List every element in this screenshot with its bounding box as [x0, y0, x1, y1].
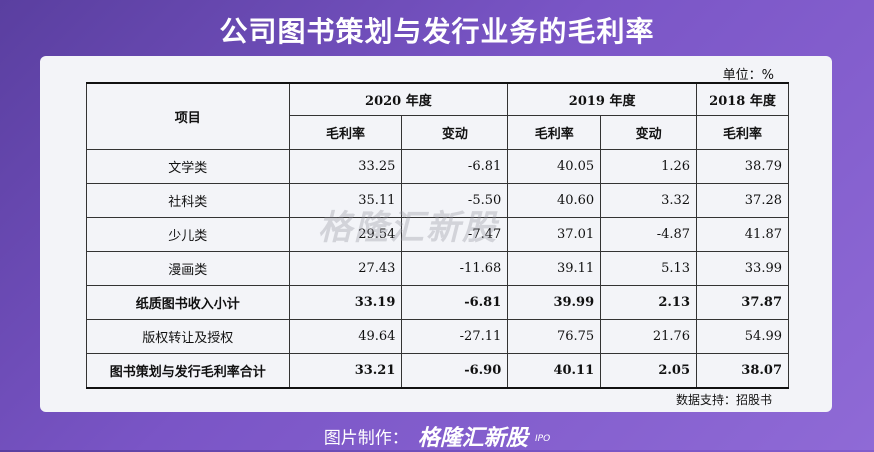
unit-label: 单位：% — [722, 68, 774, 83]
cell-margin-2019: 39.99 — [507, 285, 602, 320]
cell-change-2020: -27.11 — [401, 319, 509, 354]
header-item: 项目 — [86, 82, 290, 150]
cell-margin-2020: 49.64 — [288, 319, 403, 354]
cell-change-2020: -6.81 — [401, 285, 509, 320]
header-margin-2019: 毛利率 — [507, 115, 602, 150]
cell-margin-2020: 27.43 — [288, 251, 403, 286]
subtotal-row: 纸质图书收入小计 33.19 -6.81 39.99 2.13 37.87 — [86, 285, 789, 320]
cell-margin-2019: 39.11 — [507, 251, 602, 286]
cell-margin-2019: 40.11 — [507, 353, 602, 389]
header-margin-2018: 毛利率 — [696, 115, 789, 150]
footer-credit: 图片制作： 格隆汇新股 IPO — [0, 420, 874, 452]
cell-change-2020: -6.90 — [401, 353, 509, 389]
cell-change-2019: 5.13 — [600, 251, 698, 286]
table-row: 社科类 35.11 -5.50 40.60 3.32 37.28 — [86, 183, 789, 218]
header-change-2020: 变动 — [401, 115, 509, 150]
source-note: 数据支持：招股书 — [675, 393, 772, 407]
cell-change-2019: 21.76 — [600, 319, 698, 354]
header-margin-2020: 毛利率 — [288, 115, 403, 150]
row-label: 社科类 — [86, 183, 290, 218]
footer-brand: 格隆汇新股 — [417, 426, 528, 451]
table-row: 少儿类 29.54 -7.47 37.01 -4.87 41.87 — [86, 217, 789, 252]
header-change-2019: 变动 — [600, 115, 698, 150]
footer-label: 图片制作： — [323, 428, 409, 449]
page-title: 公司图书策划与发行业务的毛利率 — [219, 15, 655, 48]
cell-change-2019: 1.26 — [600, 149, 698, 184]
cell-margin-2018: 54.99 — [696, 319, 789, 354]
cell-change-2019: 2.13 — [600, 285, 698, 320]
cell-margin-2018: 37.87 — [696, 285, 789, 320]
header-year-2019: 2019 年度 — [507, 82, 698, 116]
cell-change-2020: -5.50 — [401, 183, 509, 218]
cell-margin-2020: 33.21 — [288, 353, 403, 389]
table-card: 单位：% 项目 2020 年度 2019 年度 2018 年度 毛利率 变动 毛… — [40, 56, 832, 412]
cell-margin-2018: 41.87 — [696, 217, 789, 252]
cell-margin-2020: 33.25 — [288, 149, 403, 184]
table-row: 文学类 33.25 -6.81 40.05 1.26 38.79 — [86, 149, 789, 184]
cell-change-2020: -6.81 — [401, 149, 509, 184]
row-label: 文学类 — [86, 149, 290, 184]
header-year-2020: 2020 年度 — [288, 82, 509, 116]
cell-margin-2019: 40.05 — [507, 149, 602, 184]
total-row: 图书策划与发行毛利率合计 33.21 -6.90 40.11 2.05 38.0… — [86, 353, 789, 389]
cell-margin-2018: 33.99 — [696, 251, 789, 286]
cell-margin-2018: 38.79 — [696, 149, 789, 184]
cell-change-2020: -11.68 — [401, 251, 509, 286]
cell-margin-2020: 33.19 — [288, 285, 403, 320]
gross-margin-table: 项目 2020 年度 2019 年度 2018 年度 毛利率 变动 毛利率 变动… — [86, 82, 789, 389]
cell-margin-2020: 29.54 — [288, 217, 403, 252]
table-row: 漫画类 27.43 -11.68 39.11 5.13 33.99 — [86, 251, 789, 286]
cell-margin-2018: 38.07 — [696, 353, 789, 389]
cell-change-2019: 2.05 — [600, 353, 698, 389]
cell-margin-2020: 35.11 — [288, 183, 403, 218]
cell-change-2020: -7.47 — [401, 217, 509, 252]
cell-margin-2019: 76.75 — [507, 319, 602, 354]
cell-change-2019: 3.32 — [600, 183, 698, 218]
header-year-2018: 2018 年度 — [696, 82, 789, 116]
cell-margin-2019: 37.01 — [507, 217, 602, 252]
row-label: 图书策划与发行毛利率合计 — [86, 353, 290, 389]
cell-change-2019: -4.87 — [600, 217, 698, 252]
cell-margin-2018: 37.28 — [696, 183, 789, 218]
row-label: 少儿类 — [86, 217, 290, 252]
row-label: 漫画类 — [86, 251, 290, 286]
footer-brand-suffix: IPO — [535, 433, 551, 444]
row-label: 版权转让及授权 — [86, 319, 290, 354]
row-label: 纸质图书收入小计 — [86, 285, 290, 320]
table-row: 版权转让及授权 49.64 -27.11 76.75 21.76 54.99 — [86, 319, 789, 354]
cell-margin-2019: 40.60 — [507, 183, 602, 218]
